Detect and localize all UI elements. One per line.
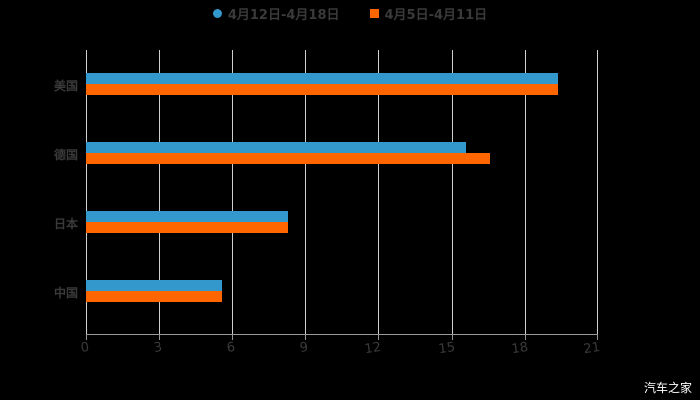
gridline bbox=[378, 50, 379, 334]
x-tick-label: 3 bbox=[152, 340, 164, 357]
x-axis bbox=[86, 334, 598, 335]
legend-item-week-apr12[interactable]: 4月12日-4月18日 bbox=[212, 4, 340, 23]
gridline bbox=[86, 50, 87, 334]
x-tick-label: 18 bbox=[510, 340, 530, 358]
x-tick-label: 21 bbox=[582, 340, 602, 358]
x-tick-label: 15 bbox=[437, 340, 457, 358]
bar-us-apr12[interactable] bbox=[86, 73, 558, 84]
x-tick bbox=[86, 334, 87, 340]
x-tick bbox=[159, 334, 160, 340]
category-label-de: 德国 bbox=[53, 148, 78, 162]
x-tick bbox=[378, 334, 379, 340]
x-tick-label: 0 bbox=[79, 340, 91, 357]
x-tick bbox=[525, 334, 526, 340]
bar-jp-apr5[interactable] bbox=[86, 222, 288, 233]
gridline bbox=[525, 50, 526, 334]
plot-area: 0 3 6 9 12 15 18 21 bbox=[80, 50, 601, 357]
category-label-us: 美国 bbox=[53, 79, 78, 93]
legend: 4月12日-4月18日 4月5日-4月11日 bbox=[0, 4, 700, 23]
gridline bbox=[305, 50, 306, 334]
x-tick-label: 9 bbox=[298, 340, 310, 357]
watermark-logo: 汽车之家 bbox=[643, 381, 692, 395]
gridline bbox=[159, 50, 160, 334]
bar-jp-apr12[interactable] bbox=[86, 211, 288, 222]
x-tick-label: 12 bbox=[363, 340, 383, 358]
legend-square-icon bbox=[369, 9, 379, 18]
gridline bbox=[232, 50, 233, 334]
category-label-cn: 中国 bbox=[53, 286, 78, 300]
category-label-jp: 日本 bbox=[53, 217, 78, 231]
x-tick bbox=[452, 334, 453, 340]
x-tick-label: 6 bbox=[225, 340, 237, 357]
bar-de-apr5[interactable] bbox=[86, 153, 490, 164]
gridline bbox=[452, 50, 453, 334]
bar-us-apr5[interactable] bbox=[86, 84, 558, 95]
legend-label: 4月5日-4月11日 bbox=[384, 8, 488, 23]
x-tick bbox=[305, 334, 306, 340]
bar-cn-apr5[interactable] bbox=[86, 291, 222, 302]
legend-label: 4月12日-4月18日 bbox=[227, 8, 340, 23]
legend-circle-icon bbox=[212, 9, 222, 18]
legend-item-week-apr5[interactable]: 4月5日-4月11日 bbox=[369, 4, 488, 23]
x-tick bbox=[597, 334, 598, 340]
x-tick bbox=[232, 334, 233, 340]
gridline bbox=[597, 50, 598, 334]
bar-cn-apr12[interactable] bbox=[86, 280, 222, 291]
bar-de-apr12[interactable] bbox=[86, 142, 466, 153]
